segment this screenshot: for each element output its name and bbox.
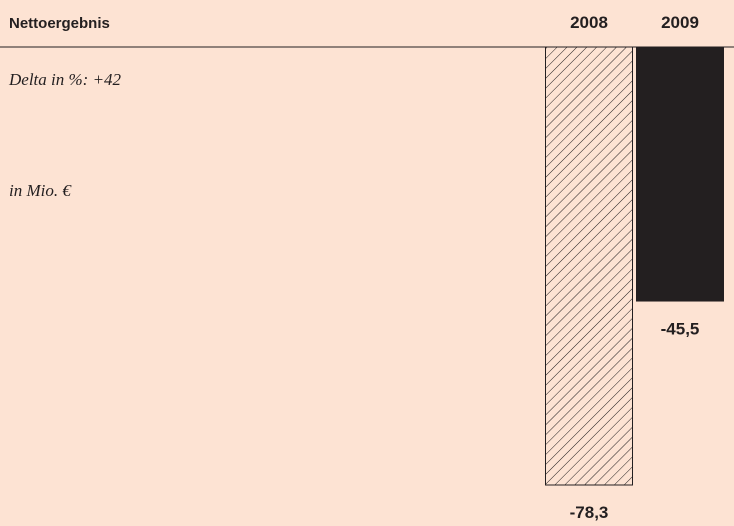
category-label: 2008 <box>570 13 608 32</box>
value-label: -45,5 <box>661 320 700 339</box>
chart-title: Nettoergebnis <box>9 15 110 32</box>
category-label: 2009 <box>661 13 699 32</box>
value-label: -78,3 <box>570 503 609 522</box>
subtitle: Delta in %: +42 <box>8 70 122 89</box>
bar <box>636 47 724 302</box>
unit-label: in Mio. € <box>9 181 72 200</box>
bar <box>545 46 633 486</box>
